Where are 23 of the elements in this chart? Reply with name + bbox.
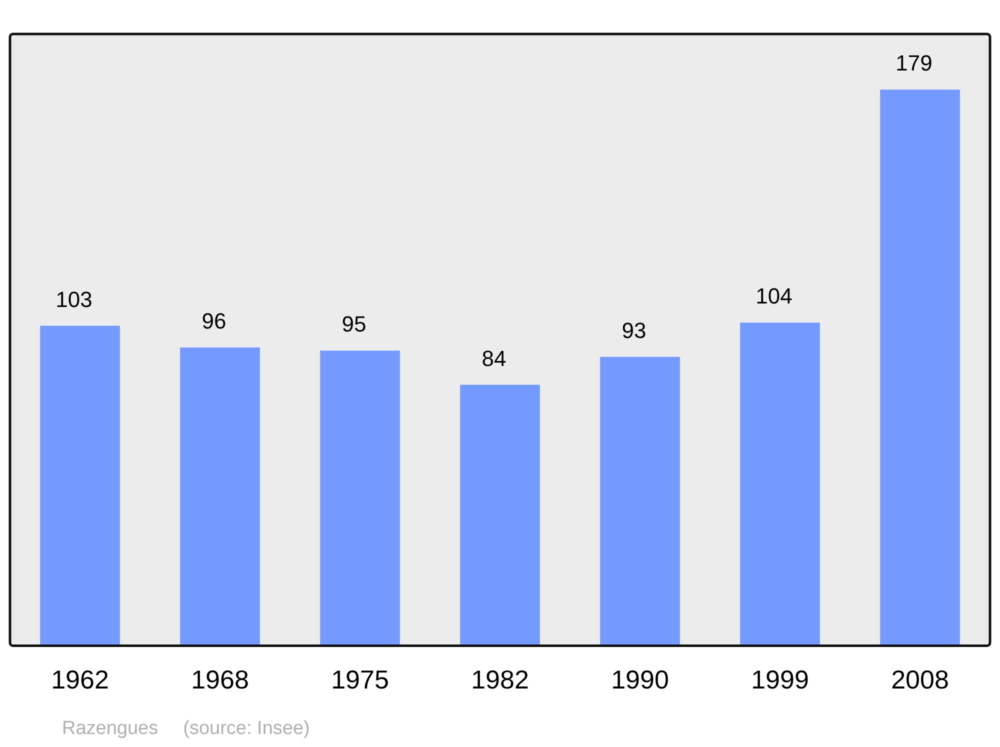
data-label: 93 <box>622 318 646 343</box>
bar <box>180 348 260 646</box>
bar <box>880 90 960 646</box>
data-label: 95 <box>342 312 366 337</box>
data-label: 96 <box>202 308 226 334</box>
bar <box>600 356 680 646</box>
data-label: 104 <box>756 284 792 309</box>
x-tick-label: 2008 <box>891 664 949 695</box>
text: (source: Insee) <box>183 718 310 739</box>
bar <box>40 326 120 646</box>
data-label: 179 <box>896 50 932 76</box>
x-tick-label: 1982 <box>471 664 529 695</box>
data-label: 84 <box>482 346 506 371</box>
x-tick-label: 1962 <box>51 664 109 695</box>
x-tick-label: 1999 <box>751 664 809 695</box>
text: Razengues <box>62 718 158 739</box>
x-tick-label: 1990 <box>611 664 669 695</box>
bar <box>740 322 820 646</box>
x-tick-label: 1968 <box>191 664 249 695</box>
x-tick-label: 1975 <box>331 664 389 695</box>
bar <box>460 384 540 646</box>
data-label: 103 <box>56 286 92 312</box>
bar <box>320 350 400 646</box>
